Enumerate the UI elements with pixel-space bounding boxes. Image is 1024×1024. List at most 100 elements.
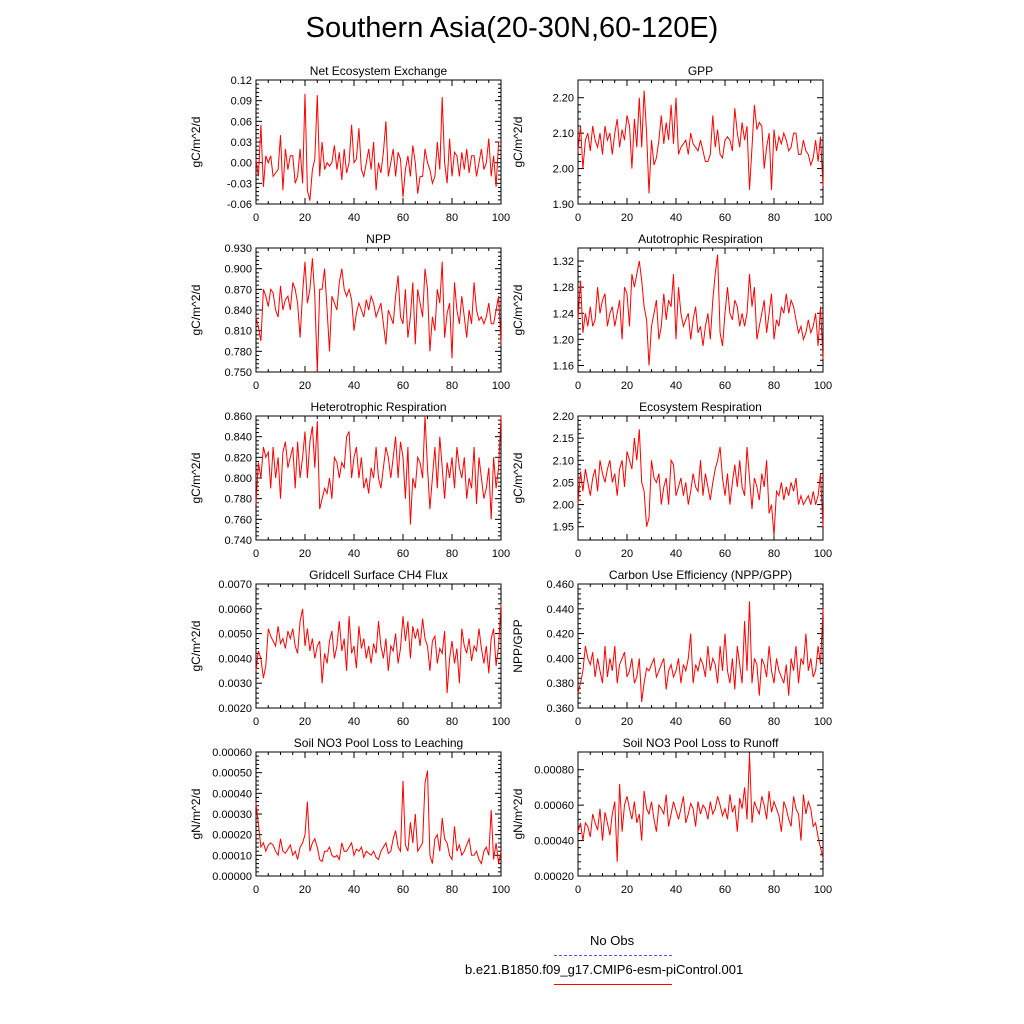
y-tick-label: 0.930 (224, 243, 252, 255)
y-tick-label: 0.800 (224, 473, 252, 485)
y-tick-label: 0.00060 (534, 800, 574, 812)
y-tick-label: 0.00080 (534, 765, 574, 777)
x-tick-label: 0 (253, 548, 259, 560)
y-tick-label: 0.400 (546, 653, 574, 665)
y-tick-label: 0.780 (224, 346, 252, 358)
y-axis-label: gC/m^2/d (189, 621, 203, 672)
y-tick-label: 0.840 (224, 305, 252, 317)
y-tick-label: 1.24 (553, 308, 574, 320)
legend-label-model-run: b.e21.B1850.f09_g17.CMIP6-esm-piControl.… (465, 962, 744, 977)
y-tick-label: 0.00020 (212, 830, 252, 842)
chart-panel: NPP gC/m^2/d 0.750 0.780 0.810 0.840 0.870 0.90… (189, 232, 510, 392)
x-tick-label: 20 (621, 548, 633, 560)
y-tick-label: 0.0050 (218, 629, 252, 641)
y-tick-label: 0.00 (231, 158, 252, 170)
x-tick-label: 60 (719, 380, 731, 392)
x-tick-label: 20 (299, 380, 311, 392)
x-tick-label: 80 (768, 884, 780, 896)
x-tick-label: 100 (492, 212, 510, 224)
x-tick-label: 0 (575, 212, 581, 224)
y-tick-label: 0.740 (224, 535, 252, 547)
x-tick-label: 0 (575, 380, 581, 392)
y-tick-label: 2.00 (553, 164, 574, 176)
y-tick-label: 2.05 (553, 477, 574, 489)
y-tick-label: 0.0030 (218, 678, 252, 690)
y-tick-label: 0.750 (224, 367, 252, 379)
y-tick-label: 0.840 (224, 432, 252, 444)
chart-panel: Carbon Use Efficiency (NPP/GPP) NPP/GPP 0.… (511, 568, 832, 728)
series-line (255, 603, 502, 694)
chart-panel: Soil NO3 Pool Loss to Leaching gN/m^2/d 0.… (189, 736, 510, 896)
y-tick-label: 0.00040 (534, 836, 574, 848)
series-line (577, 753, 824, 862)
x-tick-label: 40 (670, 548, 682, 560)
chart-title: Autotrophic Respiration (638, 232, 763, 246)
legend-label-no-obs: No Obs (590, 933, 635, 948)
x-tick-label: 40 (348, 716, 360, 728)
x-tick-label: 20 (299, 548, 311, 560)
x-tick-label: 100 (492, 716, 510, 728)
y-tick-label: 2.20 (553, 93, 574, 105)
y-tick-label: 2.00 (553, 500, 574, 512)
chart-title: Gridcell Surface CH4 Flux (309, 568, 448, 582)
y-tick-label: 1.16 (553, 360, 574, 372)
x-tick-label: 40 (348, 884, 360, 896)
y-tick-label: 0.0020 (218, 703, 252, 715)
x-tick-label: 60 (397, 380, 409, 392)
y-tick-label: 0.360 (546, 703, 574, 715)
x-tick-label: 100 (814, 380, 832, 392)
x-tick-label: 0 (253, 380, 259, 392)
y-axis-label: gC/m^2/d (511, 285, 525, 336)
x-tick-label: 20 (621, 212, 633, 224)
chart-panel: Autotrophic Respiration gC/m^2/d 1.16 1.20 1… (511, 232, 832, 392)
y-tick-label: 0.00050 (212, 768, 252, 780)
x-tick-label: 100 (814, 716, 832, 728)
x-tick-label: 60 (719, 884, 731, 896)
chart-title: NPP (366, 232, 391, 246)
x-tick-label: 60 (719, 548, 731, 560)
x-tick-label: 80 (768, 212, 780, 224)
y-tick-label: 0.00060 (212, 747, 252, 759)
x-tick-label: 20 (621, 716, 633, 728)
y-tick-label: 0.810 (224, 326, 252, 338)
y-axis-label: gC/m^2/d (511, 453, 525, 504)
y-tick-label: 2.10 (553, 455, 574, 467)
y-tick-label: 0.00000 (212, 871, 252, 883)
y-tick-label: 0.00040 (212, 788, 252, 800)
x-tick-label: 60 (719, 212, 731, 224)
y-tick-label: 0.00010 (212, 850, 252, 862)
y-tick-label: -0.06 (227, 199, 252, 211)
y-tick-label: 1.95 (553, 522, 574, 534)
x-tick-label: 80 (446, 380, 458, 392)
y-tick-label: 0.440 (546, 604, 574, 616)
chart-panel: Soil NO3 Pool Loss to Runoff gN/m^2/d 0.00… (511, 736, 832, 896)
y-tick-label: 0.870 (224, 284, 252, 296)
chart-title: Ecosystem Respiration (639, 400, 762, 414)
legend-line-model-run (554, 984, 672, 985)
series-line (255, 770, 502, 865)
x-tick-label: 40 (348, 548, 360, 560)
x-tick-label: 40 (670, 884, 682, 896)
x-tick-label: 20 (299, 212, 311, 224)
y-tick-label: 2.15 (553, 433, 574, 445)
y-tick-label: 1.90 (553, 199, 574, 211)
x-tick-label: 20 (299, 884, 311, 896)
series-line (255, 415, 502, 525)
x-tick-label: 80 (446, 884, 458, 896)
chart-title: Heterotrophic Respiration (310, 400, 446, 414)
series-line (577, 90, 824, 194)
y-tick-label: 0.12 (231, 75, 252, 87)
x-tick-label: 60 (397, 716, 409, 728)
y-tick-label: 0.0070 (218, 579, 252, 591)
y-tick-label: 0.860 (224, 411, 252, 423)
y-tick-label: 0.00030 (212, 809, 252, 821)
x-tick-label: 80 (446, 548, 458, 560)
chart-panel: Net Ecosystem Exchange gC/m^2/d -0.06 -0.03… (189, 64, 510, 224)
y-tick-label: 1.28 (553, 282, 574, 294)
x-tick-label: 0 (575, 716, 581, 728)
x-tick-label: 80 (446, 212, 458, 224)
x-tick-label: 20 (621, 380, 633, 392)
y-tick-label: 0.780 (224, 494, 252, 506)
y-axis-label: gC/m^2/d (189, 453, 203, 504)
plot-frame (577, 415, 824, 541)
